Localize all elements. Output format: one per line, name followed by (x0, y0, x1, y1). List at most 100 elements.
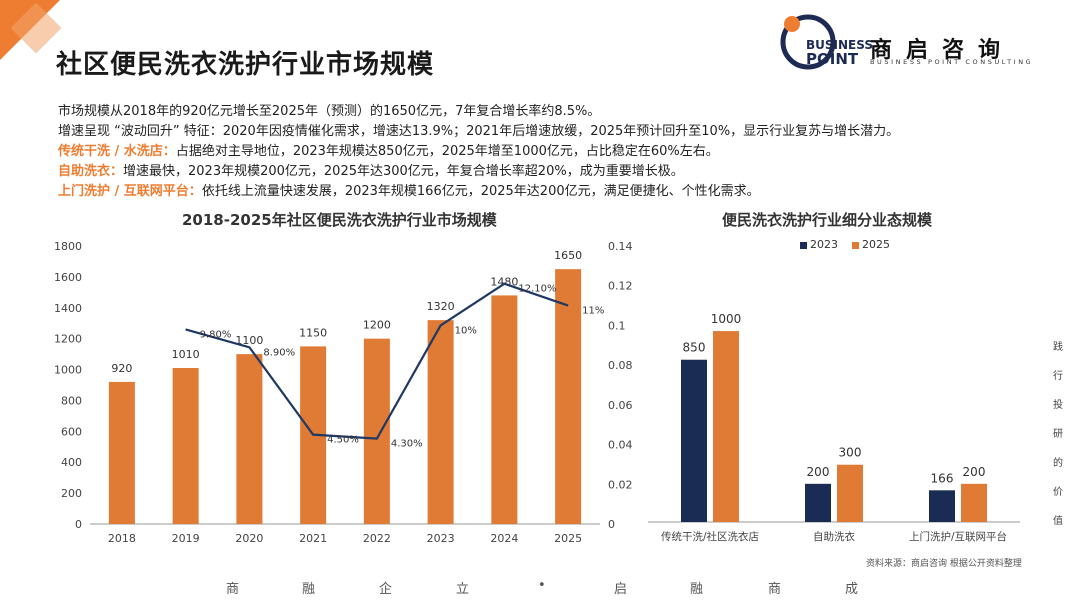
bar (837, 464, 863, 522)
bar-value-label: 1320 (427, 300, 455, 313)
y2-tick-label: 0.06 (608, 399, 633, 412)
y2-tick-label: 0.08 (608, 359, 633, 372)
bar-value-label: 200 (807, 465, 830, 479)
logo-text-cn: 商启咨询 (870, 38, 1015, 63)
footer-char: 成 (845, 582, 859, 597)
growth-label: 9.80% (200, 329, 232, 340)
bar-value-label: 166 (931, 471, 954, 485)
y2-tick-label: 0.1 (608, 319, 626, 332)
footer-char: 商 (768, 582, 782, 597)
bar-value-label: 200 (963, 465, 986, 479)
x-tick-label: 上门洗护/互联网平台 (909, 530, 1007, 543)
growth-label: 4.50% (327, 435, 359, 446)
bar-value-label: 1100 (235, 334, 263, 347)
growth-label: 10% (455, 325, 477, 336)
side-slogan: 践 行 投 研 的 价 值 (1050, 338, 1066, 541)
x-tick-label: 2019 (172, 532, 200, 545)
bar-value-label: 1150 (299, 326, 327, 339)
side-char: 践 (1053, 342, 1063, 353)
side-char: 的 (1053, 458, 1063, 469)
side-char: 行 (1053, 371, 1063, 382)
legend-label-2023: 2023 (810, 238, 838, 251)
summary-line-1-text: 市场规模从2018年的920亿元增长至2025年（预测）的1650亿元，7年复合… (58, 104, 601, 119)
y-tick-label: 1400 (54, 302, 82, 315)
bar (681, 359, 707, 522)
x-tick-label: 2023 (427, 532, 455, 545)
logo: BUSINESS POINT 商启咨询 BUSINESS POINT CONSU… (780, 14, 1070, 70)
side-char: 研 (1053, 429, 1063, 440)
summary-line-5-label: 上门洗护 / 互联网平台： (58, 184, 202, 199)
footer-char: 商 (226, 582, 240, 597)
y-tick-label: 400 (61, 456, 82, 469)
y2-tick-label: 0.14 (608, 240, 633, 253)
market-size-chart: 0 200 400 600 800 1000 1200 1400 1600 1800 0 0.02 0.… (54, 240, 633, 545)
bar (427, 320, 454, 524)
page-title: 社区便民洗衣洗护行业市场规模 (56, 50, 435, 80)
side-char: 投 (1053, 400, 1063, 411)
y-tick-label: 1600 (54, 271, 82, 284)
y-tick-label: 1000 (54, 364, 82, 377)
x-tick-label: 2025 (554, 532, 582, 545)
bar-value-label: 850 (683, 341, 706, 355)
logo-text-point: POINT (806, 50, 859, 68)
footer-char: 融 (302, 582, 316, 597)
growth-label: 8.90% (263, 347, 295, 358)
growth-line (185, 282, 569, 440)
growth-label: 4.30% (391, 439, 423, 450)
bar (555, 269, 582, 524)
bar (236, 354, 263, 524)
x-tick-label: 2018 (108, 532, 136, 545)
bar (805, 483, 831, 522)
summary-line-4: 自助洗衣：增速最快，2023年规模200亿元，2025年达300亿元，年复合增长… (58, 162, 899, 182)
summary-line-5: 上门洗护 / 互联网平台：依托线上流量快速发展，2023年规模166亿元，202… (58, 182, 899, 202)
y2-tick-label: 0 (608, 518, 615, 531)
footer-dot: • (538, 578, 546, 593)
y-tick-label: 0 (75, 518, 82, 531)
summary-line-2: 增速呈现 “波动回升” 特征：2020年因疫情催化需求，增速达13.9%；202… (58, 122, 899, 142)
summary-line-3: 传统干洗 / 水洗店：占据绝对主导地位，2023年规模达850亿元，2025年增… (58, 142, 899, 162)
logo-text-business: BUSINESS (806, 38, 873, 52)
summary-line-3-label: 传统干洗 / 水洗店： (58, 144, 176, 159)
source-note: 资料来源：商启咨询 根据公开资料整理 (866, 559, 1022, 569)
summary-line-5-text: 依托线上流量快速发展，2023年规模166亿元，2025年达200亿元，满足便捷… (201, 184, 760, 199)
legend-label-2025: 2025 (862, 238, 890, 251)
footer-slogan: 商 融 企 立 • 启 融 商 成 (0, 578, 1080, 600)
footer-char: 启 (614, 582, 628, 597)
x-tick-label: 传统干洗/社区洗衣店 (661, 530, 759, 543)
footer-char: 企 (379, 582, 393, 597)
bar (929, 490, 955, 522)
chart1-title: 2018-2025年社区便民洗衣洗护行业市场规模 (182, 211, 497, 229)
logo-text-en: BUSINESS POINT CONSULTING (870, 58, 1034, 66)
bar-value-label: 920 (111, 362, 132, 375)
summary-text: 市场规模从2018年的920亿元增长至2025年（预测）的1650亿元，7年复合… (58, 102, 899, 202)
bar-value-label: 300 (839, 446, 862, 460)
summary-line-4-text: 增速最快，2023年规模200亿元，2025年达300亿元，年复合增长率超20%… (123, 164, 684, 179)
x-tick-label: 自助洗衣 (813, 530, 855, 543)
bar (491, 295, 518, 524)
chart2-title: 便民洗衣洗护行业细分业态规模 (722, 211, 933, 229)
x-tick-label: 2024 (490, 532, 518, 545)
footer-char: 融 (690, 582, 704, 597)
growth-label: 12.10% (518, 284, 556, 295)
logo-mark-icon (780, 14, 836, 70)
legend-swatch-2023 (800, 241, 807, 249)
bar (363, 338, 390, 524)
y-tick-label: 1800 (54, 240, 82, 253)
chart2-legend: 2023 2025 (800, 238, 890, 251)
summary-line-2-text: 增速呈现 “波动回升” 特征：2020年因疫情催化需求，增速达13.9%；202… (58, 124, 900, 139)
summary-line-1: 市场规模从2018年的920亿元增长至2025年（预测）的1650亿元，7年复合… (58, 102, 899, 122)
y2-tick-label: 0.04 (608, 439, 633, 452)
x-tick-label: 2021 (299, 532, 327, 545)
y2-tick-label: 0.02 (608, 478, 633, 491)
side-char: 值 (1053, 516, 1063, 527)
legend-swatch-2025 (852, 241, 859, 249)
bar (108, 381, 135, 524)
bar-value-label: 1010 (172, 348, 200, 361)
x-tick-label: 2022 (363, 532, 391, 545)
y2-tick-label: 0.12 (608, 280, 633, 293)
y-tick-label: 600 (61, 425, 82, 438)
summary-line-4-label: 自助洗衣： (58, 164, 124, 179)
segment-chart: 850 1000 传统干洗/社区洗衣店 200 300 自助洗衣 166 200 上门洗护/互联… (648, 312, 1020, 543)
bar-value-label: 1200 (363, 319, 391, 332)
bar-value-label: 1650 (554, 249, 582, 262)
